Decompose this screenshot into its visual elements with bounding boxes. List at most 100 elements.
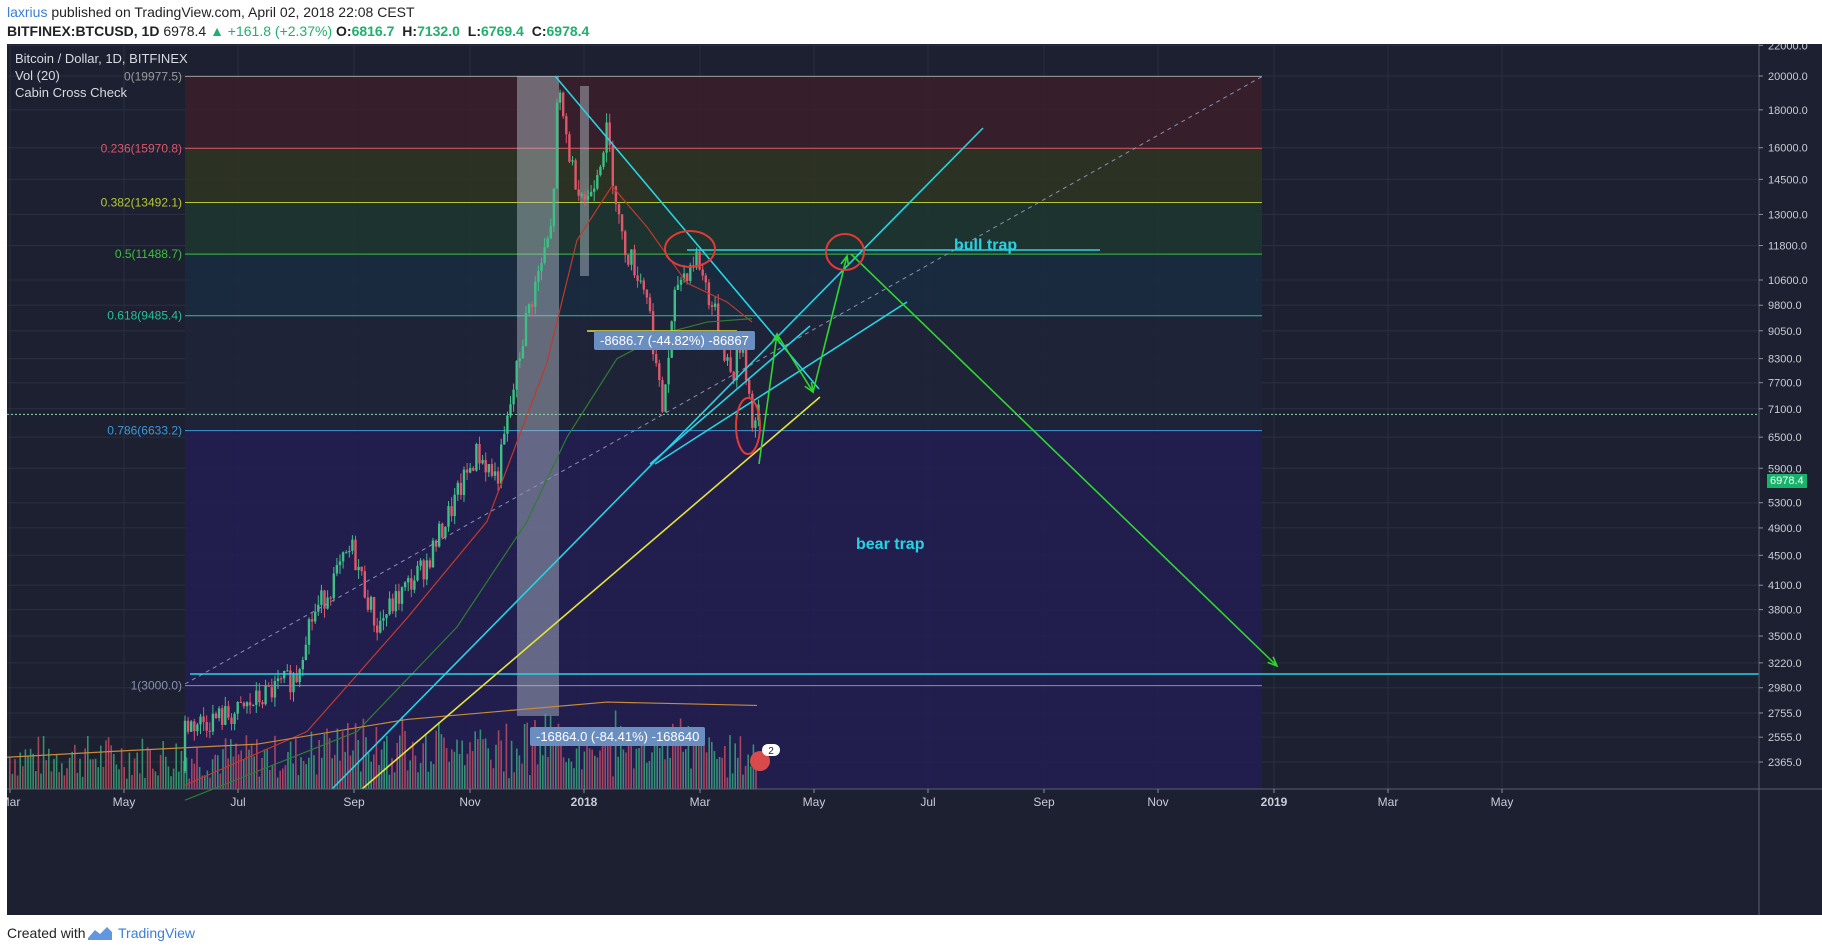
candle-body [273, 681, 277, 698]
tradingview-link[interactable]: TradingView [118, 925, 196, 941]
candle-body [363, 571, 366, 598]
volume-bar [513, 772, 515, 789]
volume-bar [396, 742, 398, 789]
author-link[interactable]: laxrius [7, 4, 48, 20]
volume-bar [549, 715, 552, 789]
volume-bar [232, 756, 235, 789]
candle-body [419, 560, 422, 566]
volume-bar [445, 748, 448, 789]
volume-bar [620, 726, 622, 789]
volume-bar [677, 743, 679, 789]
candle-body [345, 552, 348, 554]
candle-body [397, 591, 401, 604]
fib-zone [185, 685, 1262, 789]
candle-body [608, 122, 611, 146]
volume-bar [279, 770, 281, 789]
y-tick-label: 11800.0 [1768, 241, 1807, 253]
volume-bar [19, 752, 21, 789]
chart-area[interactable]: 0(19977.5) 0.236(15970.8) 0.382(13492.1) 0.… [7, 44, 1822, 915]
volume-bar [341, 731, 344, 789]
candle-body [562, 92, 565, 117]
highlight-band [517, 76, 559, 716]
volume-bar [198, 766, 201, 789]
volume-bar [217, 755, 219, 789]
volume-bar [739, 736, 742, 789]
volume-bar [516, 748, 518, 789]
candle-body [577, 189, 580, 196]
candle-body [574, 160, 577, 190]
candle-body [738, 347, 742, 353]
volume-bar [206, 770, 209, 789]
candle-body [518, 358, 521, 361]
candle-body [372, 596, 376, 626]
volume-bar [469, 742, 471, 789]
candle-body [540, 262, 543, 272]
volume-bar [747, 754, 749, 789]
volume-bar [274, 735, 276, 789]
volume-bar [107, 737, 110, 789]
volume-bar [123, 766, 125, 789]
candle-body [270, 686, 273, 698]
candle-body [645, 289, 649, 298]
candle-body [338, 561, 342, 566]
tradingview-logo-icon[interactable] [87, 924, 113, 942]
candle-body [475, 444, 478, 471]
volume-bar [100, 745, 102, 789]
indicator-legend[interactable]: Cabin Cross Check [15, 85, 127, 100]
volume-bar [170, 776, 172, 789]
volume-bar [373, 754, 375, 789]
candle-body [348, 550, 351, 553]
volume-bar [721, 757, 723, 789]
candle-body [304, 644, 308, 660]
volume-bar [305, 764, 307, 789]
ma-red-line [184, 185, 753, 786]
candle-body [496, 471, 500, 484]
volume-bar [484, 738, 487, 789]
fib-level-label: 0(19977.5) [124, 69, 182, 83]
arrow-down-1 [776, 333, 814, 393]
candle-body [379, 620, 382, 633]
volume-bar [622, 749, 625, 789]
candle-body [289, 670, 292, 693]
candle-body [351, 539, 354, 551]
header: laxrius published on TradingView.com, Ap… [0, 0, 1822, 44]
candle-body [617, 204, 621, 215]
volume-bar [318, 739, 320, 789]
volume-bar [643, 736, 645, 789]
circle-marker [664, 230, 716, 268]
fib-zone [185, 148, 1262, 203]
measure-label-lower: -16864.0 (-84.41%) -168640 [530, 727, 706, 746]
volume-bar [204, 775, 206, 789]
volume-bar [661, 740, 664, 789]
y-tick-label: 3800.0 [1768, 605, 1802, 617]
volume-bar [552, 745, 554, 789]
volume-bar [326, 728, 328, 789]
measure-label-upper: -8686.7 (-44.82%) -86867 [594, 331, 755, 350]
volume-bar [565, 762, 567, 789]
volume-bar [614, 710, 617, 789]
candle-body [611, 145, 614, 187]
volume-legend[interactable]: Vol (20) [15, 68, 60, 83]
candle-body [713, 303, 717, 307]
candle-body [310, 619, 314, 622]
volume-bar [92, 759, 94, 789]
volume-bar [755, 768, 757, 789]
candle-body [717, 303, 720, 336]
candle-body [462, 469, 466, 495]
price-chart[interactable]: 0(19977.5) 0.236(15970.8) 0.382(13492.1) 0.… [7, 44, 1822, 915]
volume-bar [357, 740, 359, 789]
volume-bar [555, 728, 557, 789]
volume-bar [271, 764, 274, 789]
highlight-band [580, 86, 589, 276]
candle-body [230, 717, 233, 725]
volume-bar [638, 748, 640, 789]
channel-line [649, 325, 811, 465]
volume-bar [432, 764, 435, 789]
high-value: 7132.0 [417, 23, 460, 39]
volume-bar [573, 768, 575, 789]
volume-bar [42, 735, 45, 789]
volume-bar [718, 757, 721, 789]
volume-bar [542, 755, 544, 789]
candle-body [664, 384, 667, 412]
y-tick-label: 7700.0 [1768, 378, 1802, 390]
